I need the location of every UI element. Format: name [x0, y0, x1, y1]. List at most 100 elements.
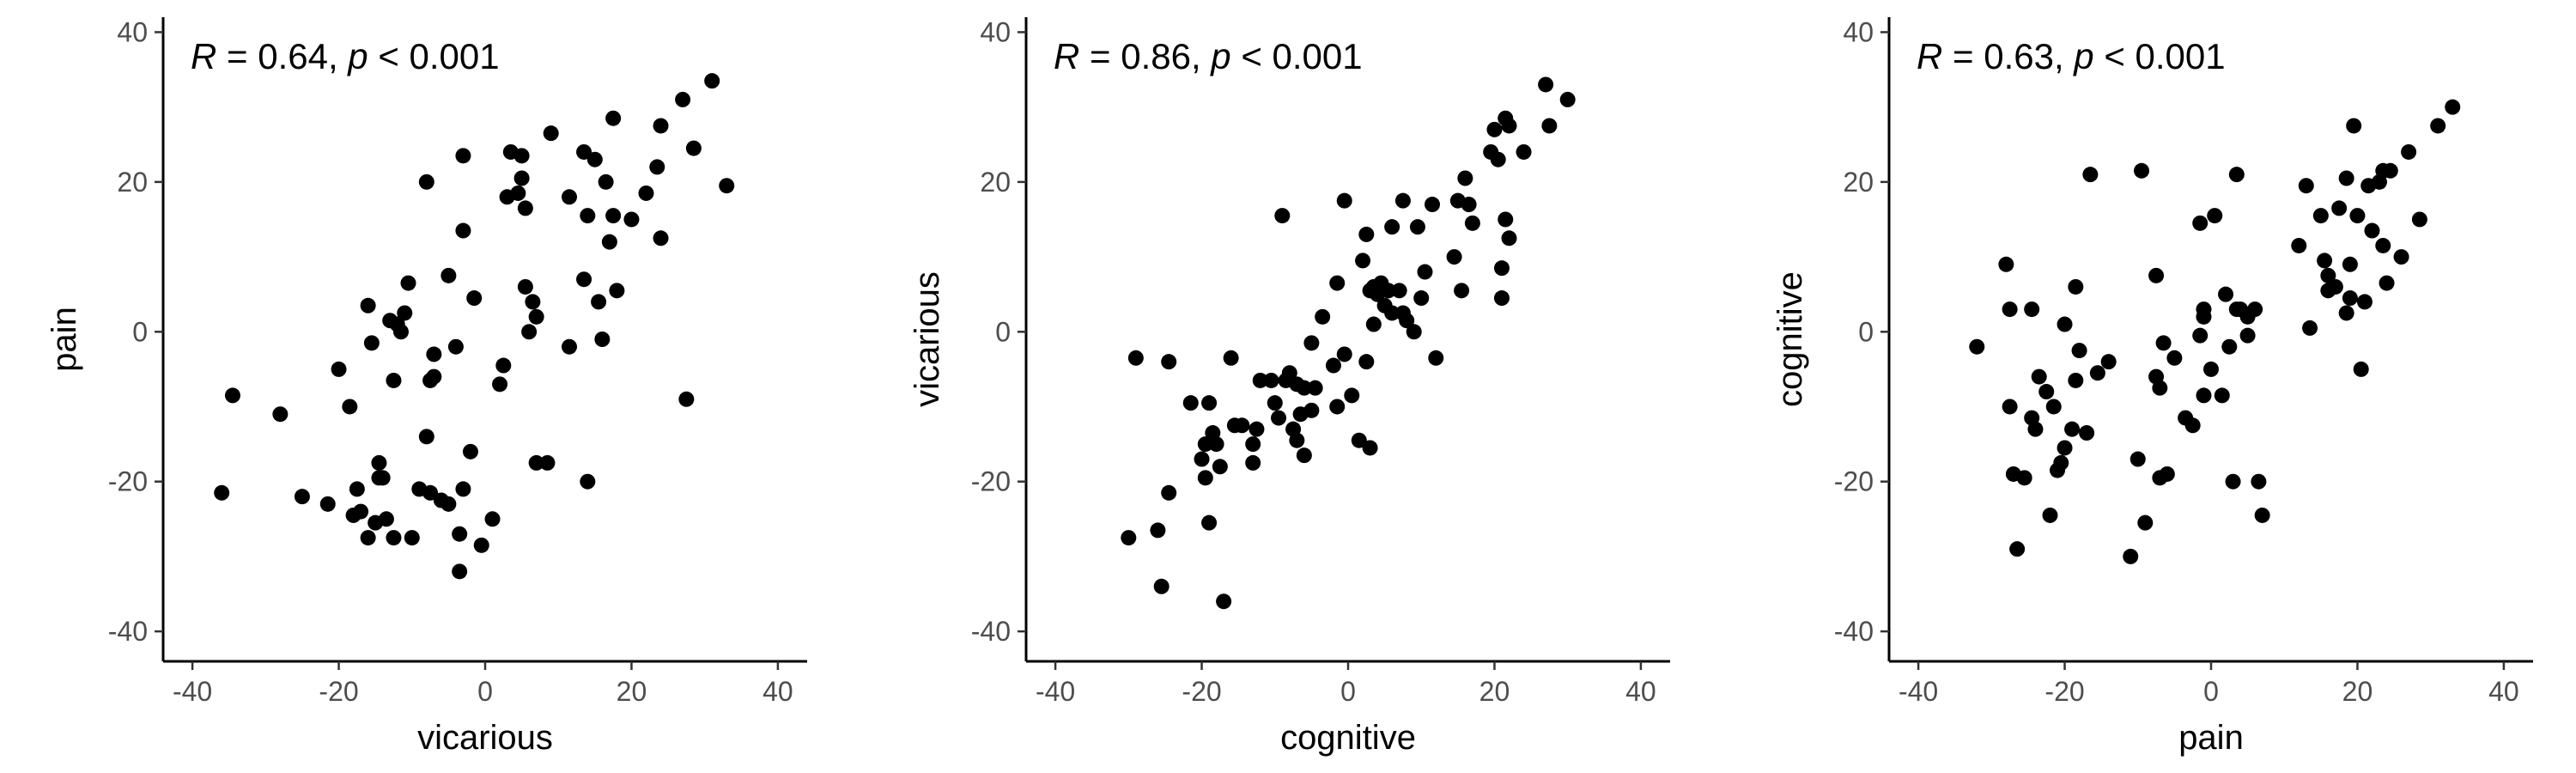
data-point	[2298, 178, 2314, 194]
data-point	[609, 283, 625, 299]
data-point	[649, 159, 665, 175]
data-point	[2184, 417, 2201, 434]
data-point	[2393, 249, 2409, 265]
data-point	[1406, 324, 1422, 340]
data-point	[1329, 275, 1346, 291]
data-point	[1998, 256, 2014, 272]
data-point	[2057, 316, 2073, 332]
data-point	[422, 484, 439, 501]
data-point	[1559, 91, 1576, 107]
data-point	[1121, 530, 1137, 546]
y-tick-label: -20	[971, 466, 1011, 497]
data-point	[521, 324, 538, 340]
data-point	[685, 140, 702, 156]
data-point	[294, 489, 310, 505]
data-point	[272, 406, 289, 423]
data-point	[2155, 335, 2172, 351]
data-point	[400, 275, 416, 291]
data-point	[2123, 548, 2139, 564]
data-point	[1252, 372, 1268, 388]
y-tick-label: 20	[1843, 167, 1874, 198]
data-point	[1249, 421, 1265, 437]
data-point	[513, 148, 530, 164]
x-tick-label: 0	[1340, 676, 1356, 707]
data-point	[601, 234, 617, 250]
data-point	[2251, 473, 2267, 490]
data-point	[2411, 211, 2427, 228]
data-point	[543, 125, 559, 142]
data-point	[528, 454, 544, 471]
data-point	[1493, 290, 1510, 307]
data-point	[2152, 380, 2168, 396]
panels: -40 -20 0 20 40 -40 -20 0 20 40 vicarious pain R = 0…	[46, 16, 2533, 757]
data-point	[1208, 436, 1224, 453]
data-point	[2342, 256, 2358, 272]
data-point	[404, 530, 420, 546]
data-point	[1289, 432, 1305, 448]
data-point	[1201, 395, 1218, 411]
x-tick-label: -40	[1036, 676, 1075, 707]
data-point	[2317, 253, 2333, 269]
data-point	[484, 511, 501, 527]
y-tick-label: -40	[971, 616, 1011, 647]
data-point	[2207, 208, 2223, 224]
data-point	[1296, 447, 1312, 464]
y-tick-label: -20	[108, 466, 148, 497]
data-point	[426, 346, 442, 362]
correlation-annotation: R = 0.86, p < 0.001	[1054, 36, 1363, 76]
data-point	[2079, 425, 2095, 441]
data-point	[1399, 313, 1415, 329]
data-point	[2346, 118, 2362, 134]
data-point	[1274, 208, 1291, 224]
data-point	[1454, 283, 1470, 299]
x-tick-label: -20	[1182, 676, 1221, 707]
y-tick-label: 20	[117, 167, 148, 198]
data-point	[2024, 301, 2040, 318]
data-point	[2239, 327, 2256, 344]
data-point	[1329, 399, 1346, 415]
data-point	[466, 290, 483, 307]
data-point	[1245, 454, 1261, 471]
data-point	[2331, 200, 2348, 216]
x-tick-label: -40	[173, 676, 212, 707]
data-point	[2129, 451, 2146, 467]
data-point	[2445, 99, 2461, 115]
x-tick-label: -20	[319, 676, 358, 707]
data-point	[598, 173, 614, 190]
y-tick-label: 40	[980, 16, 1011, 47]
data-point	[455, 148, 471, 164]
data-point	[386, 372, 402, 388]
data-point	[447, 338, 464, 355]
data-point	[319, 496, 336, 512]
data-point	[1201, 514, 1218, 531]
data-point	[2214, 387, 2230, 404]
data-point	[586, 151, 603, 167]
data-point	[1425, 197, 1441, 213]
data-point	[2291, 237, 2307, 253]
data-point	[397, 305, 413, 321]
data-point	[1355, 253, 1371, 269]
y-tick-label: -20	[1834, 466, 1874, 497]
data-point	[371, 454, 387, 471]
data-point	[1234, 417, 1250, 434]
data-point	[1365, 316, 1382, 332]
data-point	[1153, 578, 1170, 594]
data-point	[1516, 143, 1532, 160]
data-point	[623, 211, 640, 228]
data-point	[1161, 354, 1177, 370]
data-point	[2203, 361, 2219, 377]
y-tick-label: 20	[980, 167, 1011, 198]
data-point	[363, 335, 380, 351]
data-point	[2068, 372, 2084, 388]
data-point	[1969, 338, 1985, 355]
data-point	[2053, 454, 2069, 471]
data-point	[2042, 507, 2058, 523]
data-point	[440, 496, 457, 512]
data-point	[1417, 264, 1433, 280]
x-axis-title: cognitive	[1280, 719, 1416, 757]
data-point	[1493, 260, 1510, 277]
data-point	[349, 481, 365, 497]
data-point	[455, 481, 471, 497]
data-point	[1413, 290, 1430, 307]
data-point	[2401, 143, 2417, 160]
